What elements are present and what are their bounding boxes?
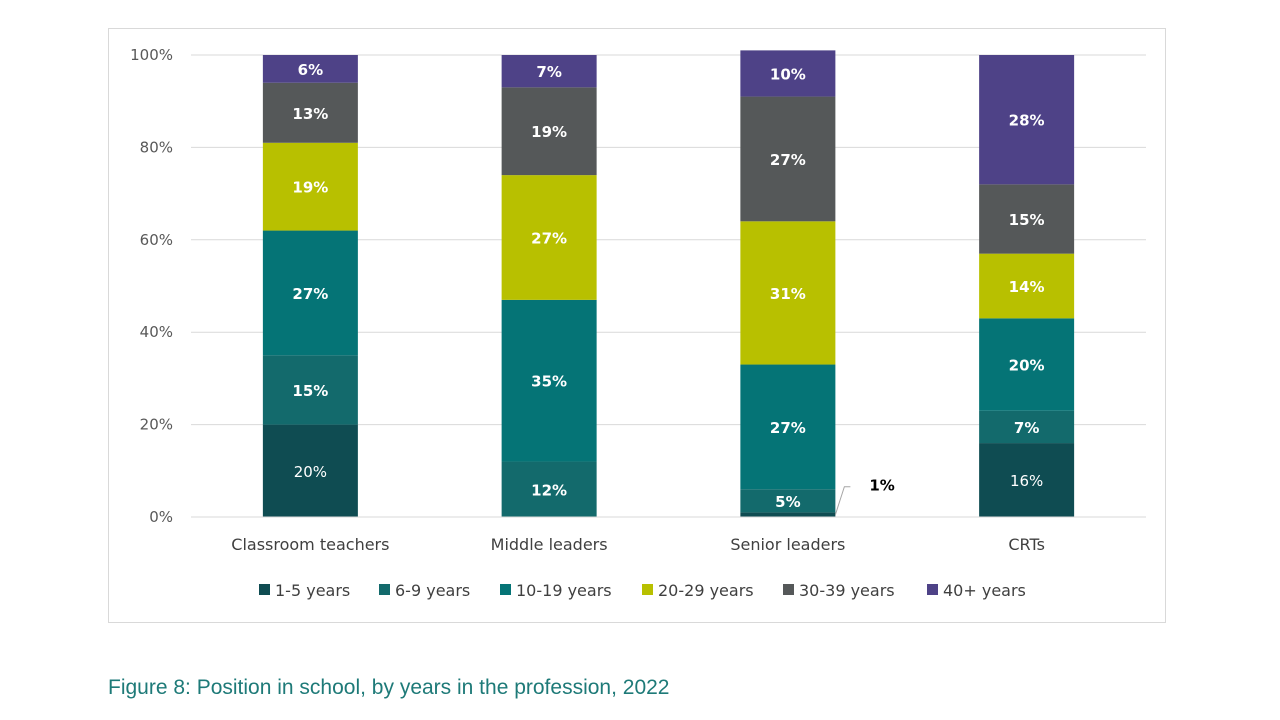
data-label: 15%: [1009, 211, 1045, 229]
callout-leader-line: [834, 486, 851, 515]
data-label: 6%: [298, 61, 323, 79]
legend-label: 30-39 years: [799, 581, 895, 600]
data-label: 20%: [294, 463, 327, 481]
bar-segment: [262, 142, 358, 231]
x-tick-label: Middle leaders: [491, 535, 608, 554]
bar-segment: [501, 299, 597, 462]
legend-swatch: [259, 584, 270, 595]
data-label: 7%: [1014, 419, 1039, 437]
legend-label: 10-19 years: [516, 581, 612, 600]
legend-swatch: [783, 584, 794, 595]
legend-label: 6-9 years: [395, 581, 470, 600]
data-label: 12%: [531, 481, 567, 499]
bar-segment: [740, 364, 836, 490]
legend-swatch: [500, 584, 511, 595]
legend-label: 1-5 years: [275, 581, 350, 600]
legend-swatch: [642, 584, 653, 595]
data-label: 15%: [292, 382, 328, 400]
y-tick-label: 60%: [140, 231, 173, 249]
data-label: 27%: [770, 151, 806, 169]
x-tick-label: Senior leaders: [730, 535, 845, 554]
data-label: 31%: [770, 285, 806, 303]
data-label: 35%: [531, 373, 567, 391]
bar-segment: [740, 96, 836, 222]
bar-segment: [979, 184, 1075, 254]
bar-segment: [262, 355, 358, 425]
x-tick-label: Classroom teachers: [231, 535, 389, 554]
bar-segment: [501, 87, 597, 176]
bar-segment: [979, 318, 1075, 411]
bar-segment: [262, 230, 358, 356]
bar-segment: [979, 55, 1075, 185]
legend-label: 20-29 years: [658, 581, 754, 600]
data-label: 20%: [1009, 357, 1045, 375]
bar-segment: [740, 50, 836, 97]
bar-segment: [740, 512, 836, 517]
bar-segment: [740, 221, 836, 365]
bar-segment: [501, 461, 597, 517]
data-label: 14%: [1009, 278, 1045, 296]
data-label-callout: 1%: [869, 477, 894, 495]
bar-segment: [979, 410, 1075, 444]
data-label: 27%: [770, 419, 806, 437]
x-tick-label: CRTs: [1008, 535, 1045, 554]
bar-segment: [262, 424, 358, 517]
figure-caption: Figure 8: Position in school, by years i…: [108, 676, 670, 699]
bar-segment: [501, 175, 597, 300]
data-label: 16%: [1010, 472, 1043, 490]
bar-segment: [501, 55, 597, 88]
data-label: 28%: [1009, 112, 1045, 130]
y-tick-label: 20%: [140, 416, 173, 434]
y-tick-label: 80%: [140, 138, 173, 156]
y-tick-label: 100%: [130, 46, 173, 64]
data-label: 27%: [292, 285, 328, 303]
bar-segment: [262, 55, 358, 83]
data-label: 13%: [292, 105, 328, 123]
chart-frame: 0% 20% 40% 60% 80% 100% 20% 15% 27% 19% 13% 6% Class…: [108, 28, 1166, 623]
data-label: 10%: [770, 65, 806, 83]
bar-segment: [740, 489, 836, 513]
legend-label: 40+ years: [943, 581, 1026, 600]
stacked-bar-chart: 0% 20% 40% 60% 80% 100% 20% 15% 27% 19% 13% 6% Class…: [130, 46, 1146, 600]
data-label: 7%: [536, 63, 561, 81]
legend-swatch: [379, 584, 390, 595]
y-tick-label: 40%: [140, 323, 173, 341]
y-tick-label: 0%: [149, 508, 173, 526]
data-label: 5%: [775, 493, 800, 511]
data-label: 19%: [292, 179, 328, 197]
bar-segment: [262, 82, 358, 143]
data-label: 19%: [531, 123, 567, 141]
legend-swatch: [927, 584, 938, 595]
bar-segment: [979, 253, 1075, 319]
bar-segment: [979, 443, 1075, 517]
data-label: 27%: [531, 229, 567, 247]
